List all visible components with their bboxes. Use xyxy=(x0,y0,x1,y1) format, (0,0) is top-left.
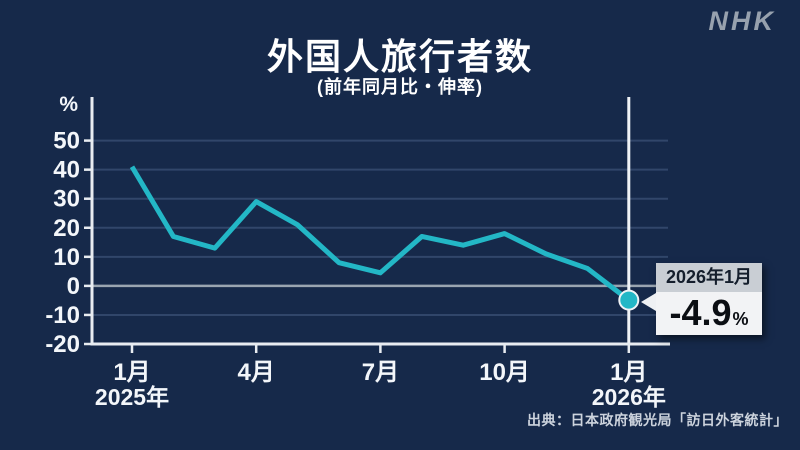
page-title: 外国人旅行者数 xyxy=(266,36,533,77)
nhk-logo: NHK xyxy=(708,6,776,36)
data-point xyxy=(618,289,640,311)
y-tick-label: 0 xyxy=(67,273,80,300)
callout-date-label: 2026年1月 xyxy=(656,263,762,292)
y-tick-label: -20 xyxy=(45,331,80,358)
x-tick-label: 10月 xyxy=(479,359,530,386)
x-tick-label: 1月 xyxy=(610,359,647,386)
year-label: 2025年 xyxy=(95,384,169,410)
source-credit: 出典：日本政府観光局「訪日外客統計」 xyxy=(527,412,788,428)
callout-value-number: -4.9 xyxy=(669,292,732,333)
y-tick-label: 50 xyxy=(53,128,80,155)
page-subtitle: (前年同月比・伸率) xyxy=(317,77,483,97)
callout-arrow-icon xyxy=(641,293,656,311)
y-tick-label: 40 xyxy=(53,157,80,184)
callout-value: -4.9 % xyxy=(656,292,762,335)
y-axis-unit-label: % xyxy=(59,93,78,116)
y-tick-label: 20 xyxy=(53,215,80,242)
data-callout: 2026年1月 -4.9 % xyxy=(641,263,762,335)
y-tick-label: -10 xyxy=(45,302,80,329)
x-tick-label: 7月 xyxy=(362,359,399,386)
trend-line xyxy=(129,165,631,303)
year-label: 2026年 xyxy=(592,384,666,410)
callout-value-unit: % xyxy=(732,309,749,329)
x-tick-label: 4月 xyxy=(238,359,275,386)
y-tick-label: 30 xyxy=(53,186,80,213)
y-tick-label: 10 xyxy=(53,244,80,271)
x-tick-label: 1月 xyxy=(113,359,150,386)
